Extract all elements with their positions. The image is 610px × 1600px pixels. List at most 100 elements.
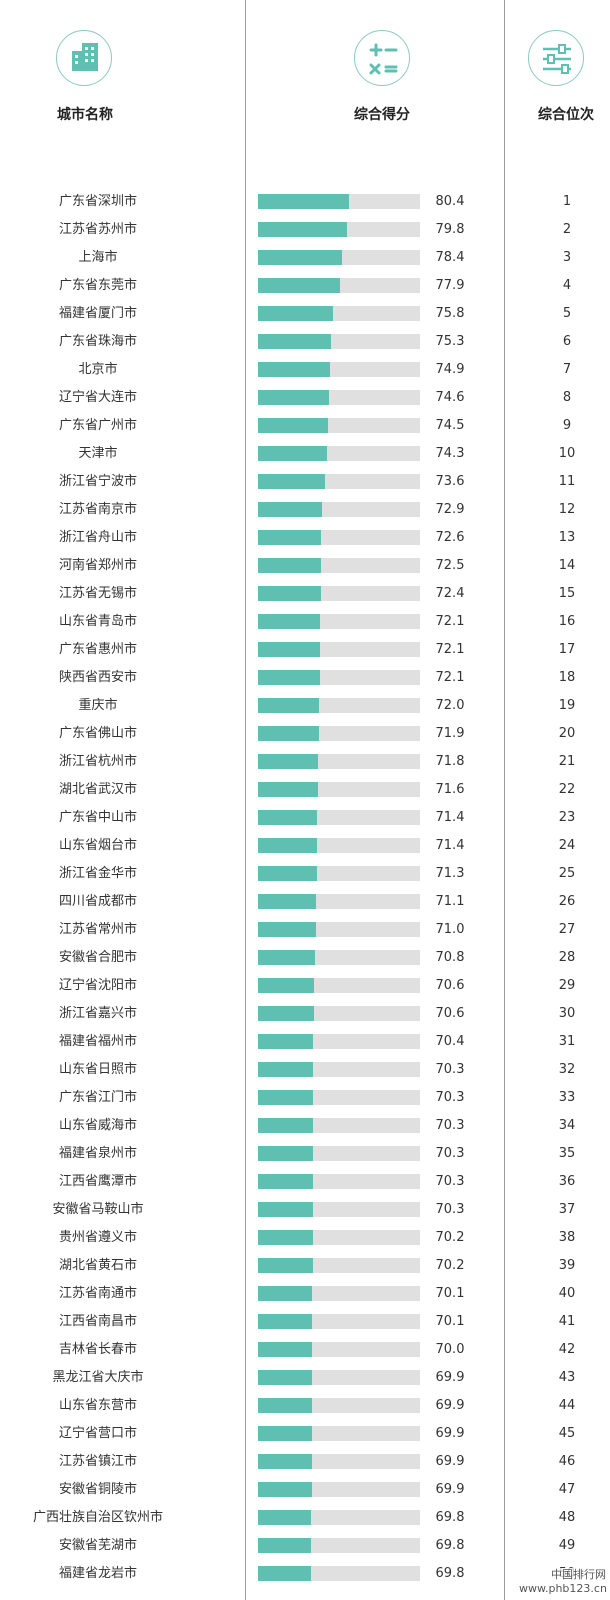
table-row: 辽宁省沈阳市 70.6 29 (0, 972, 610, 1000)
score-bar (258, 810, 318, 825)
rank-value: 15 (558, 586, 576, 601)
table-row: 上海市 78.4 3 (0, 244, 610, 272)
score-value: 72.0 (435, 698, 465, 713)
city-name: 山东省青岛市 (58, 614, 137, 629)
score-value: 69.9 (435, 1454, 465, 1469)
table-row: 江苏省常州市 71.0 27 (0, 916, 610, 944)
score-bar (258, 1146, 314, 1161)
rank-value: 6 (562, 334, 572, 349)
score-bar (258, 894, 316, 909)
table-row: 湖北省黄石市 70.2 39 (0, 1252, 610, 1280)
score-bar (258, 334, 332, 349)
score-value: 71.8 (435, 754, 465, 769)
score-bar (258, 558, 321, 573)
rank-value: 29 (558, 978, 576, 993)
city-name: 安徽省马鞍山市 (52, 1202, 144, 1217)
table-row: 广东省深圳市 80.4 1 (0, 188, 610, 216)
rank-value: 36 (558, 1174, 576, 1189)
score-bar (258, 474, 325, 489)
city-name: 江苏省南通市 (58, 1286, 137, 1301)
rank-value: 4 (562, 278, 572, 293)
rank-value: 25 (558, 866, 576, 881)
score-bar (258, 670, 320, 685)
city-name: 贵州省遵义市 (58, 1230, 137, 1245)
rank-value: 42 (558, 1342, 576, 1357)
rank-value: 19 (558, 698, 576, 713)
table-row: 陕西省西安市 72.1 18 (0, 664, 610, 692)
score-bar (258, 418, 329, 433)
score-bar (258, 306, 333, 321)
city-name: 四川省成都市 (58, 894, 137, 909)
rank-value: 28 (558, 950, 576, 965)
city-name: 山东省威海市 (58, 1118, 137, 1133)
score-value: 72.9 (435, 502, 465, 517)
score-value: 70.3 (435, 1146, 465, 1161)
score-value: 70.2 (435, 1258, 465, 1273)
table-row: 安徽省马鞍山市 70.3 37 (0, 1196, 610, 1224)
city-name: 浙江省舟山市 (58, 530, 137, 545)
score-bar (258, 866, 317, 881)
rank-value: 26 (558, 894, 576, 909)
score-bar (258, 1230, 313, 1245)
city-name: 福建省龙岩市 (58, 1566, 137, 1581)
rank-value: 44 (558, 1398, 576, 1413)
score-value: 70.0 (435, 1342, 465, 1357)
table-row: 浙江省杭州市 71.8 21 (0, 748, 610, 776)
city-name: 福建省福州市 (58, 1034, 137, 1049)
city-name: 浙江省金华市 (58, 866, 137, 881)
score-bar (258, 530, 322, 545)
table-row: 江苏省南京市 72.9 12 (0, 496, 610, 524)
rank-value: 7 (562, 362, 572, 377)
rank-value: 3 (562, 250, 572, 265)
score-value: 71.4 (435, 838, 465, 853)
table-row: 江苏省苏州市 79.8 2 (0, 216, 610, 244)
score-bar (258, 1286, 313, 1301)
score-value: 70.2 (435, 1230, 465, 1245)
city-name: 江苏省苏州市 (58, 222, 137, 237)
table-row: 山东省日照市 70.3 32 (0, 1056, 610, 1084)
table-row: 湖北省武汉市 71.6 22 (0, 776, 610, 804)
table-row: 浙江省嘉兴市 70.6 30 (0, 1000, 610, 1028)
city-name: 上海市 (78, 250, 118, 265)
table-row: 广东省广州市 74.5 9 (0, 412, 610, 440)
city-name: 广东省深圳市 (58, 194, 137, 209)
score-value: 71.6 (435, 782, 465, 797)
score-value: 69.9 (435, 1370, 465, 1385)
score-value: 79.8 (435, 222, 465, 237)
score-value: 69.8 (435, 1566, 465, 1581)
score-bar (258, 1398, 312, 1413)
score-bar (258, 1118, 314, 1133)
score-value: 71.4 (435, 810, 465, 825)
rank-value: 17 (558, 642, 576, 657)
score-bar (258, 1454, 312, 1469)
score-bar (258, 278, 341, 293)
city-name: 陕西省西安市 (58, 670, 137, 685)
score-bar (258, 978, 315, 993)
table-row: 黑龙江省大庆市 69.9 43 (0, 1364, 610, 1392)
city-name: 山东省日照市 (58, 1062, 137, 1077)
score-bar (258, 1006, 315, 1021)
score-bar (258, 502, 323, 517)
city-name: 广东省惠州市 (58, 642, 137, 657)
rank-value: 39 (558, 1258, 576, 1273)
rank-value: 46 (558, 1454, 576, 1469)
score-value: 78.4 (435, 250, 465, 265)
watermark-line2: www.phb123.cn (519, 1582, 607, 1595)
score-value: 72.1 (435, 670, 465, 685)
score-bar (258, 950, 315, 965)
table-row: 天津市 74.3 10 (0, 440, 610, 468)
score-value: 72.6 (435, 530, 465, 545)
score-value: 69.9 (435, 1398, 465, 1413)
rank-value: 30 (558, 1006, 576, 1021)
table-row: 浙江省宁波市 73.6 11 (0, 468, 610, 496)
score-bar (258, 586, 321, 601)
score-bar (258, 1566, 312, 1581)
city-name: 江苏省常州市 (58, 922, 137, 937)
column-divider-left (245, 0, 246, 1600)
score-value: 70.3 (435, 1202, 465, 1217)
score-bar (258, 1342, 312, 1357)
score-value: 73.6 (435, 474, 465, 489)
table-row: 安徽省合肥市 70.8 28 (0, 944, 610, 972)
table-row: 江苏省南通市 70.1 40 (0, 1280, 610, 1308)
score-value: 69.8 (435, 1510, 465, 1525)
